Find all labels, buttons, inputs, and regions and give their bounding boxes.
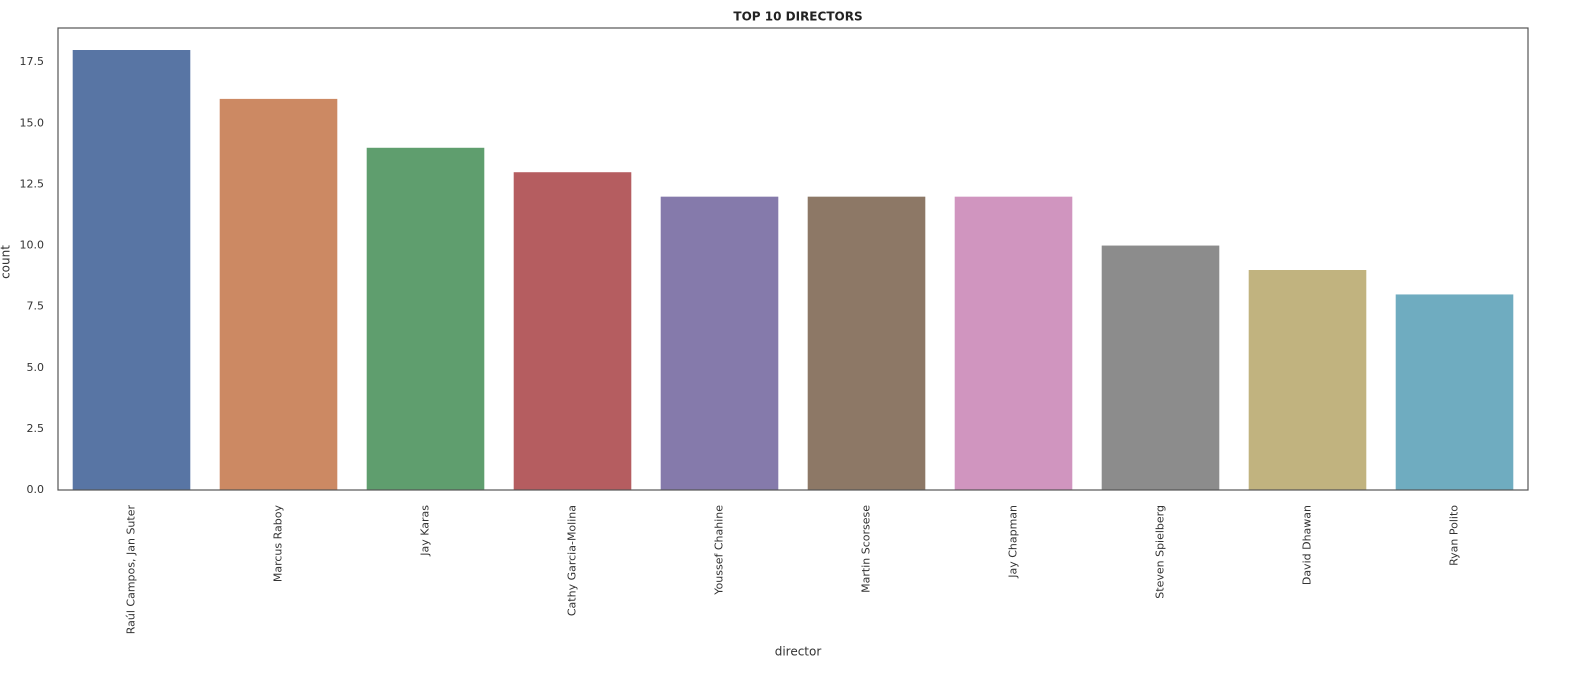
bar bbox=[1248, 270, 1367, 490]
y-tick-label: 10.0 bbox=[20, 239, 45, 252]
x-tick-label: Steven Spielberg bbox=[1154, 505, 1167, 599]
x-tick-label: Raúl Campos, Jan Suter bbox=[125, 505, 138, 635]
y-tick-label: 15.0 bbox=[20, 116, 45, 129]
y-tick-label: 17.5 bbox=[20, 55, 45, 68]
y-tick-label: 7.5 bbox=[27, 300, 45, 313]
x-tick-label: Cathy Garcia-Molina bbox=[566, 505, 579, 616]
bar bbox=[366, 147, 485, 490]
bar bbox=[219, 98, 338, 490]
bar bbox=[72, 50, 191, 490]
x-tick-label: David Dhawan bbox=[1301, 505, 1314, 585]
x-tick-label: Jay Karas bbox=[419, 505, 432, 557]
x-axis-label: director bbox=[775, 645, 822, 659]
y-tick-label: 12.5 bbox=[20, 177, 45, 190]
x-tick-label: Jay Chapman bbox=[1007, 505, 1020, 579]
plot-frame bbox=[57, 27, 1529, 491]
x-tick-label: Martin Scorsese bbox=[860, 505, 873, 593]
bar bbox=[1101, 245, 1220, 490]
bar bbox=[954, 196, 1073, 490]
y-tick-label: 0.0 bbox=[27, 483, 45, 496]
chart-title: TOP 10 DIRECTORS bbox=[733, 10, 862, 24]
bar bbox=[513, 172, 632, 490]
x-tick-label: Marcus Raboy bbox=[272, 505, 285, 583]
x-tick-label: Youssef Chahine bbox=[713, 505, 726, 596]
y-axis-label: count bbox=[0, 245, 13, 279]
y-tick-label: 5.0 bbox=[27, 361, 45, 374]
y-tick-label: 2.5 bbox=[27, 422, 45, 435]
bar bbox=[1395, 294, 1514, 490]
bar bbox=[660, 196, 779, 490]
x-tick-label: Ryan Polito bbox=[1448, 505, 1461, 566]
bar bbox=[807, 196, 926, 490]
